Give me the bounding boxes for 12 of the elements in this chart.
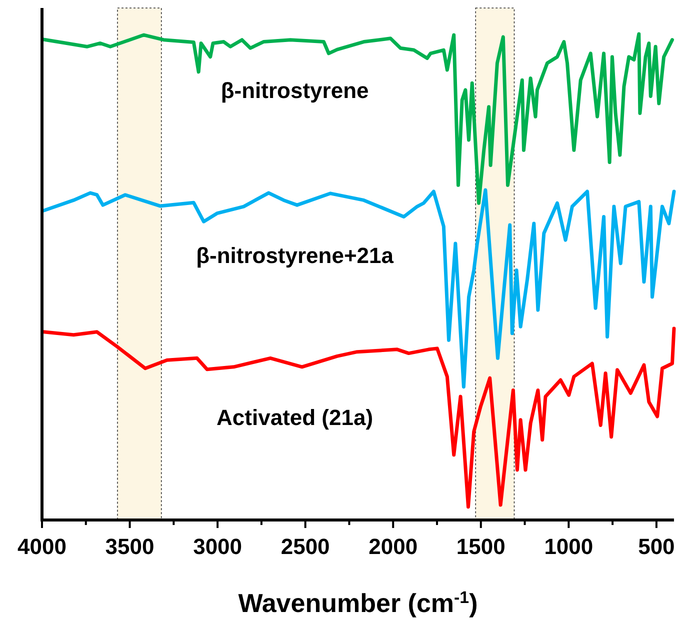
- x-tick-label: 3500: [105, 534, 154, 559]
- x-tick-label: 4000: [18, 534, 66, 559]
- series-label: β-nitrostyrene+21a: [196, 243, 394, 268]
- x-tick-label: 500: [638, 534, 675, 559]
- x-tick-label: 2000: [368, 534, 418, 559]
- x-tick-label: 2500: [280, 534, 330, 559]
- x-tick-label: 3000: [193, 534, 242, 559]
- x-tick-label: 1000: [544, 534, 594, 559]
- series-label: β-nitrostyrene: [220, 78, 369, 103]
- x-tick-label: 1500: [456, 534, 506, 559]
- x-axis-title: Wavenumber (cm$^{-1}$): [238, 588, 478, 618]
- series-label: Activated (21a): [216, 404, 374, 430]
